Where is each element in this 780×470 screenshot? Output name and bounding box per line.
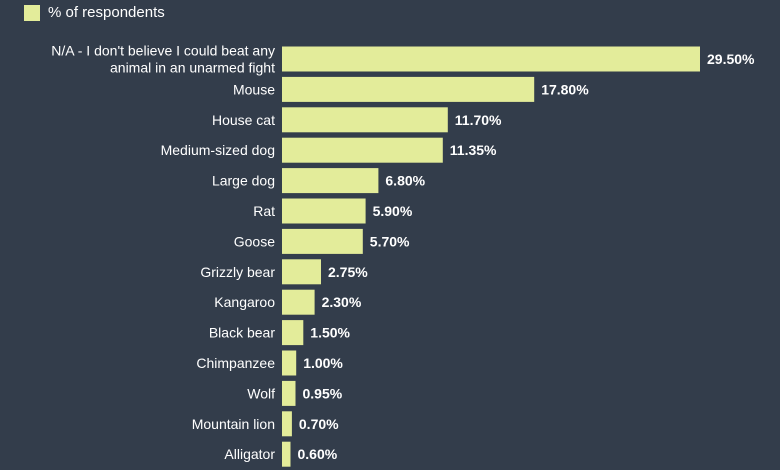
category-label-3: Medium-sized dog xyxy=(161,142,275,158)
bar-12 xyxy=(282,411,292,437)
bar-11 xyxy=(282,380,296,406)
chart-legend: % of respondents xyxy=(24,4,165,21)
value-label-0: 29.50% xyxy=(707,51,755,67)
category-label-10: Chimpanzee xyxy=(196,355,275,371)
category-label-13: Alligator xyxy=(224,446,275,462)
value-label-2: 11.70% xyxy=(455,112,502,128)
bar-3 xyxy=(282,137,443,163)
category-label-4: Large dog xyxy=(212,173,275,189)
legend-label: % of respondents xyxy=(48,4,165,21)
value-label-5: 5.90% xyxy=(373,203,413,219)
bar-13 xyxy=(282,441,291,467)
bar-7 xyxy=(282,259,321,285)
bar-2 xyxy=(282,107,448,133)
bar-9 xyxy=(282,320,304,346)
value-label-11: 0.95% xyxy=(303,385,343,401)
value-label-8: 2.30% xyxy=(322,294,362,310)
bar-1 xyxy=(282,76,535,102)
bar-10 xyxy=(282,350,297,376)
value-label-12: 0.70% xyxy=(299,416,339,432)
legend-swatch xyxy=(24,4,40,21)
bar-8 xyxy=(282,289,315,315)
category-label-5: Rat xyxy=(253,203,275,219)
value-label-1: 17.80% xyxy=(541,81,589,97)
category-label-1: Mouse xyxy=(233,81,275,97)
bar-0 xyxy=(282,46,700,72)
category-label-9: Black bear xyxy=(209,325,275,341)
value-label-13: 0.60% xyxy=(298,446,338,462)
category-label-2: House cat xyxy=(212,112,275,128)
value-label-6: 5.70% xyxy=(370,233,410,249)
category-label-0-line-0: N/A - I don't believe I could beat any xyxy=(51,43,275,59)
value-label-7: 2.75% xyxy=(328,264,368,280)
value-label-3: 11.35% xyxy=(450,142,497,158)
category-label-12: Mountain lion xyxy=(192,416,275,432)
value-label-4: 6.80% xyxy=(385,173,425,189)
category-label-8: Kangaroo xyxy=(214,294,275,310)
category-label-7: Grizzly bear xyxy=(200,264,275,280)
category-label-6: Goose xyxy=(234,233,275,249)
value-label-9: 1.50% xyxy=(310,325,350,341)
category-label-11: Wolf xyxy=(247,385,275,401)
bar-4 xyxy=(282,168,379,194)
bar-6 xyxy=(282,228,363,254)
category-label-0-line-1: animal in an unarmed fight xyxy=(110,60,275,76)
value-label-10: 1.00% xyxy=(303,355,343,371)
bar-5 xyxy=(282,198,366,224)
